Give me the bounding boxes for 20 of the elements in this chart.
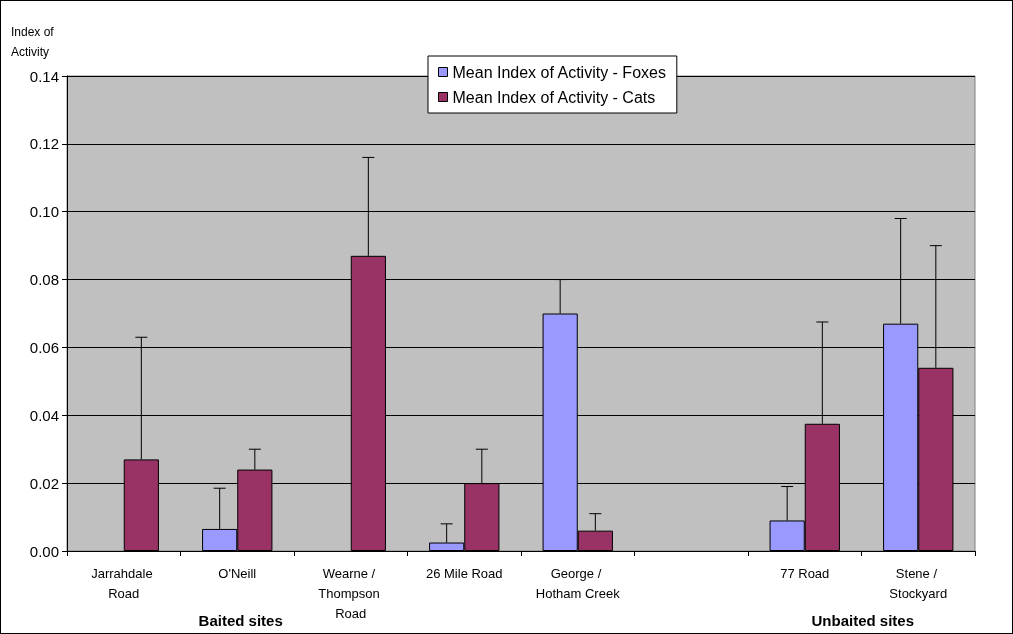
y-tick-label: 0.08 xyxy=(29,271,59,289)
x-tick-label: Jarrahdale Road xyxy=(91,565,157,601)
y-tick-label: 0.10 xyxy=(29,203,59,221)
text: Baited sites xyxy=(198,612,283,629)
y-tick-label: 0.04 xyxy=(29,406,59,424)
y-axis-title: Index of Activity xyxy=(11,25,55,59)
text: Unbaited sites xyxy=(811,612,915,629)
x-tick-label: Stene / Stockyard xyxy=(889,565,948,601)
x-tick-label: O'Neill xyxy=(218,565,257,581)
x-tick-label: Wearne / Thompson Road xyxy=(318,565,384,621)
x-tick-label: 26 Mile Road xyxy=(425,565,503,581)
legend-label: Mean Index of Activity - Cats xyxy=(452,88,656,106)
x-tick-label: 77 Road xyxy=(780,565,830,581)
y-tick-label: 0.02 xyxy=(29,474,59,492)
y-tick-label: 0.00 xyxy=(29,542,59,560)
x-tick-label: George / Hotham Creek xyxy=(535,565,621,601)
y-tick-label: 0.12 xyxy=(29,135,59,153)
y-tick-label: 0.14 xyxy=(29,67,59,85)
legend-label: Mean Index of Activity - Foxes xyxy=(452,63,666,81)
y-tick-label: 0.06 xyxy=(29,338,59,356)
